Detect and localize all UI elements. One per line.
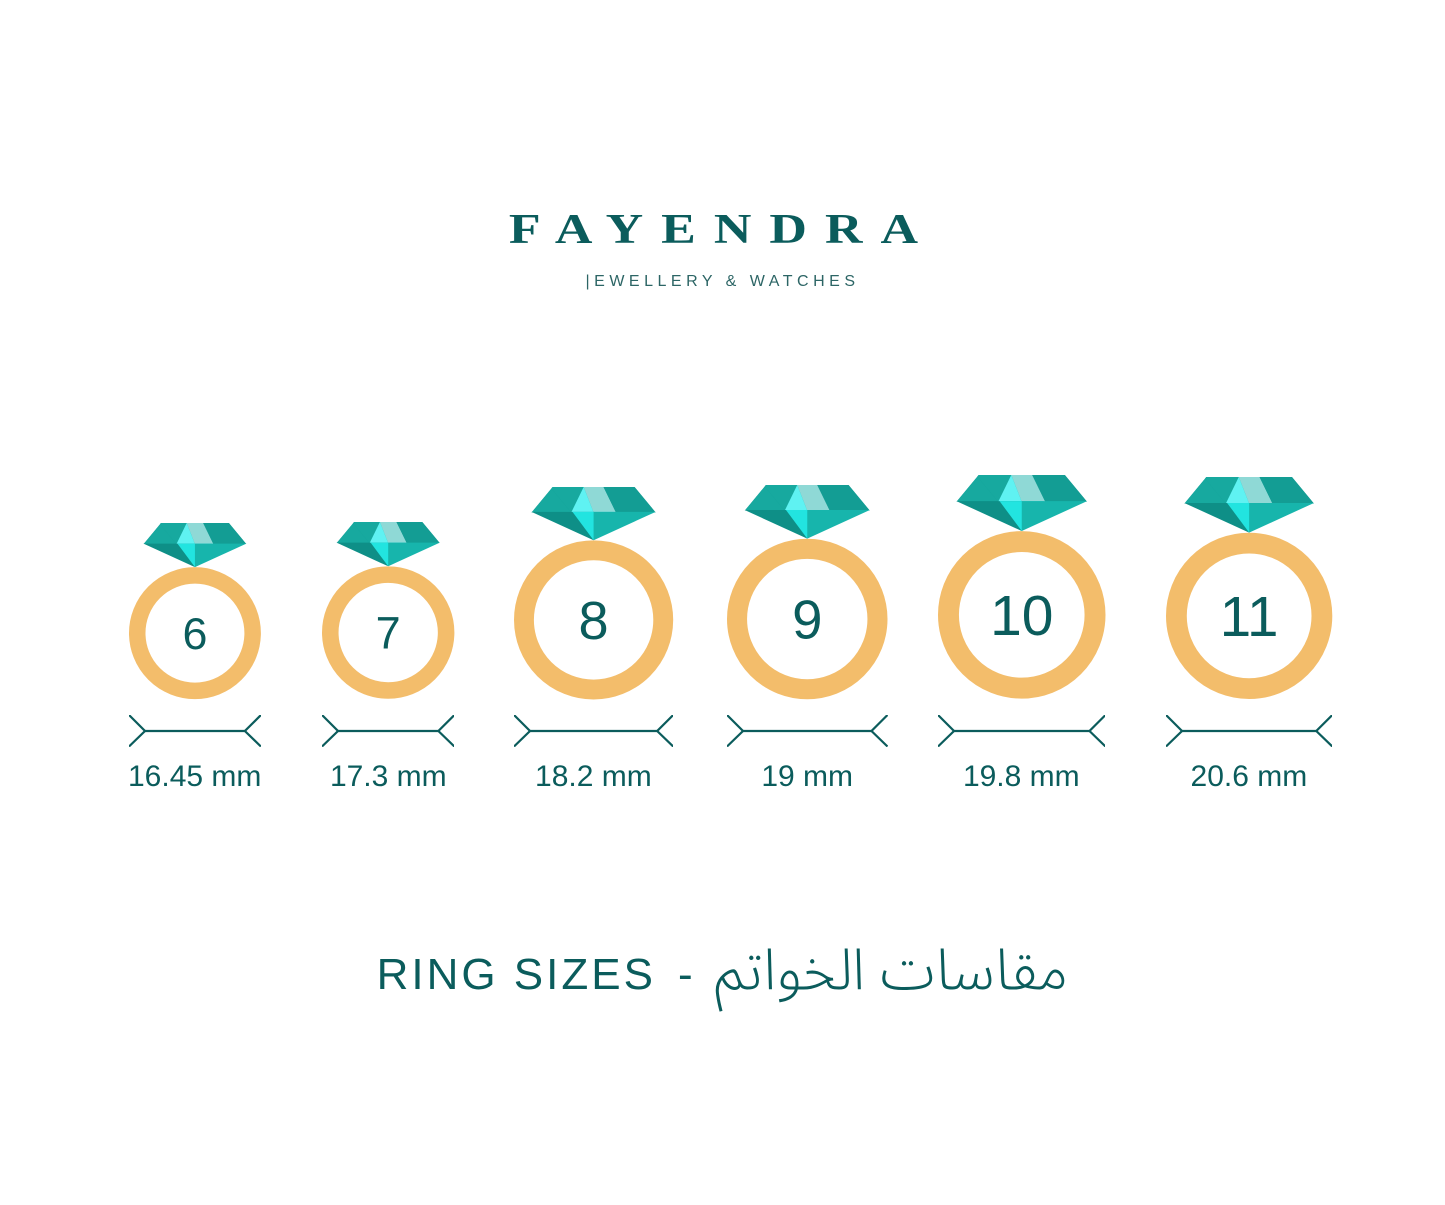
svg-text:11: 11 — [1220, 585, 1279, 648]
svg-text:10: 10 — [990, 584, 1053, 648]
svg-text:9: 9 — [792, 589, 822, 650]
svg-text:8: 8 — [578, 591, 608, 651]
svg-text:6: 6 — [182, 608, 207, 659]
svg-text:7: 7 — [376, 608, 401, 659]
